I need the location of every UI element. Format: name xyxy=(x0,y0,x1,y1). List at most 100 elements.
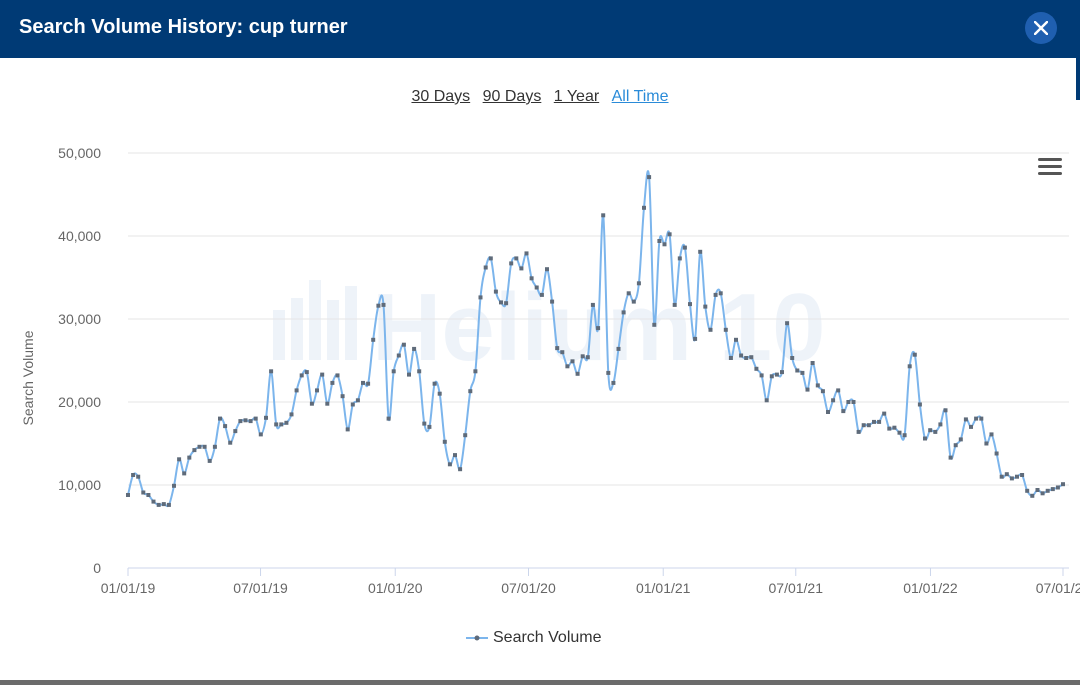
data-point[interactable] xyxy=(1061,482,1065,487)
data-point[interactable] xyxy=(984,441,989,446)
data-point[interactable] xyxy=(1040,491,1045,496)
data-point[interactable] xyxy=(289,412,294,417)
data-point[interactable] xyxy=(146,493,151,497)
data-point[interactable] xyxy=(412,346,417,351)
data-point[interactable] xyxy=(800,370,805,375)
data-point[interactable] xyxy=(636,281,641,286)
data-point[interactable] xyxy=(207,458,212,463)
data-point[interactable] xyxy=(499,300,503,305)
data-point[interactable] xyxy=(565,364,570,369)
range-90-days-link[interactable]: 90 Days xyxy=(482,88,542,105)
data-point[interactable] xyxy=(447,462,452,467)
data-point[interactable] xyxy=(836,388,841,393)
data-point[interactable] xyxy=(606,370,611,375)
data-point[interactable] xyxy=(785,321,790,326)
data-point[interactable] xyxy=(534,285,539,290)
data-point[interactable] xyxy=(524,251,529,256)
data-point[interactable] xyxy=(309,401,314,406)
data-point[interactable] xyxy=(621,310,626,315)
data-point[interactable] xyxy=(948,455,953,460)
data-point[interactable] xyxy=(887,426,892,431)
data-point[interactable] xyxy=(376,303,381,308)
data-point[interactable] xyxy=(131,473,136,477)
data-point[interactable] xyxy=(882,411,887,416)
data-point[interactable] xyxy=(642,205,646,210)
data-point[interactable] xyxy=(652,322,657,327)
data-point[interactable] xyxy=(545,267,549,272)
data-point[interactable] xyxy=(166,502,171,507)
data-point[interactable] xyxy=(999,474,1004,479)
data-point[interactable] xyxy=(744,356,749,360)
data-point[interactable] xyxy=(769,374,774,379)
data-point[interactable] xyxy=(677,256,682,261)
data-point[interactable] xyxy=(182,471,187,476)
data-point[interactable] xyxy=(657,239,662,243)
data-point[interactable] xyxy=(330,380,335,385)
data-point[interactable] xyxy=(892,425,897,430)
data-point[interactable] xyxy=(851,400,856,404)
data-point[interactable] xyxy=(442,439,447,444)
data-point[interactable] xyxy=(550,299,555,304)
data-point[interactable] xyxy=(381,302,386,307)
data-point[interactable] xyxy=(156,502,161,507)
data-point[interactable] xyxy=(437,391,442,396)
data-point[interactable] xyxy=(897,430,902,435)
data-point[interactable] xyxy=(682,245,687,250)
data-point[interactable] xyxy=(795,368,800,373)
data-point[interactable] xyxy=(979,416,984,421)
data-point[interactable] xyxy=(928,428,933,433)
data-point[interactable] xyxy=(969,424,973,429)
data-point[interactable] xyxy=(335,373,340,378)
data-point[interactable] xyxy=(355,398,360,403)
data-point[interactable] xyxy=(187,455,192,460)
data-point[interactable] xyxy=(713,292,718,297)
data-point[interactable] xyxy=(560,350,565,355)
data-point[interactable] xyxy=(575,371,580,376)
data-point[interactable] xyxy=(1030,493,1035,498)
data-point[interactable] xyxy=(417,369,422,374)
data-point[interactable] xyxy=(218,416,222,421)
data-point[interactable] xyxy=(616,346,621,351)
data-point[interactable] xyxy=(320,372,325,377)
data-point[interactable] xyxy=(826,410,830,414)
data-point[interactable] xyxy=(177,457,182,462)
data-point[interactable] xyxy=(917,402,922,407)
data-point[interactable] xyxy=(877,419,882,424)
data-point[interactable] xyxy=(861,423,866,428)
data-point[interactable] xyxy=(902,433,907,438)
data-point[interactable] xyxy=(304,370,309,375)
data-point[interactable] xyxy=(473,369,478,374)
data-point[interactable] xyxy=(269,369,274,374)
data-point[interactable] xyxy=(345,427,350,432)
data-point[interactable] xyxy=(238,419,243,424)
data-point[interactable] xyxy=(693,336,698,341)
data-point[interactable] xyxy=(856,429,861,434)
data-point[interactable] xyxy=(422,421,427,426)
hamburger-menu-icon[interactable] xyxy=(1038,158,1062,178)
data-point[interactable] xyxy=(662,242,667,247)
data-point[interactable] xyxy=(264,415,268,420)
data-point[interactable] xyxy=(468,389,473,394)
data-point[interactable] xyxy=(1050,487,1055,492)
data-point[interactable] xyxy=(994,451,999,456)
data-point[interactable] xyxy=(570,359,575,364)
data-point[interactable] xyxy=(1035,488,1040,492)
data-point[interactable] xyxy=(723,327,728,332)
data-point[interactable] xyxy=(672,302,677,307)
data-point[interactable] xyxy=(126,493,130,497)
data-point[interactable] xyxy=(212,444,217,449)
data-point[interactable] xyxy=(872,419,876,424)
data-point[interactable] xyxy=(958,437,963,442)
data-point[interactable] xyxy=(427,424,432,429)
data-point[interactable] xyxy=(626,291,631,296)
range-all-time-link[interactable]: All Time xyxy=(611,88,669,105)
data-point[interactable] xyxy=(963,417,968,422)
data-point[interactable] xyxy=(739,353,744,358)
data-point[interactable] xyxy=(912,352,917,357)
data-point[interactable] xyxy=(478,295,483,300)
data-point[interactable] xyxy=(274,422,279,427)
data-point[interactable] xyxy=(601,213,606,218)
data-point[interactable] xyxy=(243,418,248,423)
data-point[interactable] xyxy=(453,453,457,458)
data-point[interactable] xyxy=(734,337,738,342)
